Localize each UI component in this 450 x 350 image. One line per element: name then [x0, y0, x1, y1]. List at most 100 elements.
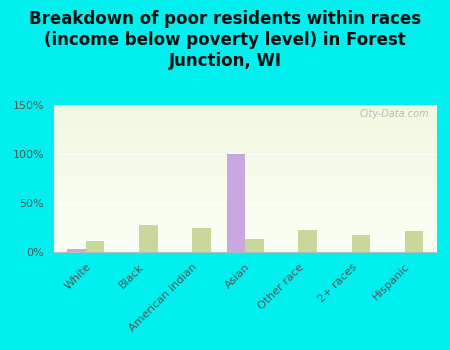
Bar	[54, 156, 436, 158]
Bar	[54, 112, 436, 114]
Bar	[54, 225, 436, 227]
Bar	[298, 230, 317, 252]
Bar	[54, 205, 436, 206]
Bar	[54, 251, 436, 252]
Bar	[54, 155, 436, 156]
Bar	[54, 186, 436, 187]
Bar	[54, 127, 436, 128]
Bar	[54, 145, 436, 146]
Bar	[54, 237, 436, 239]
Bar	[54, 215, 436, 217]
Bar	[54, 161, 436, 162]
Bar	[54, 120, 436, 121]
Bar	[54, 128, 436, 130]
Bar	[54, 246, 436, 247]
Bar	[54, 184, 436, 186]
Bar	[54, 154, 436, 155]
Bar	[54, 201, 436, 202]
Bar	[54, 220, 436, 221]
Bar	[54, 189, 436, 190]
Bar	[54, 190, 436, 192]
Bar	[54, 180, 436, 181]
Bar	[54, 209, 436, 211]
Bar	[54, 178, 436, 180]
Bar	[54, 117, 436, 118]
Bar	[54, 142, 436, 143]
Bar	[54, 168, 436, 170]
Bar	[54, 111, 436, 112]
Bar	[54, 162, 436, 164]
Bar	[54, 176, 436, 177]
Bar	[54, 124, 436, 126]
Bar	[54, 218, 436, 220]
Bar	[54, 196, 436, 198]
Bar	[54, 108, 436, 110]
Bar	[54, 136, 436, 137]
Bar	[54, 122, 436, 124]
Bar	[54, 230, 436, 231]
Text: City-Data.com: City-Data.com	[359, 110, 429, 119]
Bar	[54, 211, 436, 212]
Bar	[54, 118, 436, 120]
Bar	[54, 174, 436, 176]
Bar	[54, 227, 436, 229]
Bar	[245, 239, 264, 252]
Bar	[54, 132, 436, 133]
Bar	[54, 231, 436, 233]
Bar	[54, 139, 436, 140]
Bar	[86, 241, 104, 252]
Bar	[54, 181, 436, 183]
Bar	[54, 171, 436, 173]
Bar	[54, 105, 436, 106]
Bar	[54, 245, 436, 246]
Bar	[54, 239, 436, 240]
Bar	[54, 130, 436, 132]
Bar	[54, 177, 436, 178]
Bar	[54, 223, 436, 224]
Bar	[54, 203, 436, 205]
Bar	[54, 170, 436, 171]
Bar	[54, 140, 436, 142]
Bar	[54, 152, 436, 154]
Bar	[54, 236, 436, 237]
Bar	[54, 183, 436, 184]
Bar	[54, 229, 436, 230]
Bar	[54, 199, 436, 201]
Bar	[54, 133, 436, 134]
Bar	[54, 173, 436, 174]
Text: Breakdown of poor residents within races
(income below poverty level) in Forest
: Breakdown of poor residents within races…	[29, 10, 421, 70]
Bar	[54, 234, 436, 236]
Bar	[54, 165, 436, 167]
Bar	[54, 164, 436, 165]
Bar	[54, 224, 436, 225]
Bar	[54, 146, 436, 148]
Bar	[54, 243, 436, 245]
Bar	[54, 233, 436, 234]
Bar	[54, 149, 436, 150]
Bar	[54, 212, 436, 214]
Bar	[54, 206, 436, 208]
Bar	[54, 150, 436, 152]
Bar	[54, 242, 436, 243]
Bar	[54, 114, 436, 115]
Bar	[54, 121, 436, 122]
Bar	[54, 202, 436, 203]
Bar	[54, 249, 436, 251]
Bar	[227, 154, 245, 252]
Bar	[192, 228, 211, 252]
Bar	[54, 134, 436, 136]
Bar	[54, 192, 436, 193]
Bar	[54, 148, 436, 149]
Bar	[54, 193, 436, 195]
Bar	[54, 167, 436, 168]
Bar	[54, 214, 436, 215]
Bar	[54, 240, 436, 242]
Bar	[351, 235, 370, 252]
Legend: Forest Junction, Wisconsin: Forest Junction, Wisconsin	[113, 349, 378, 350]
Bar	[139, 225, 158, 252]
Bar	[54, 126, 436, 127]
Bar	[54, 217, 436, 218]
Bar	[54, 137, 436, 139]
Bar	[54, 187, 436, 189]
Bar	[54, 247, 436, 249]
